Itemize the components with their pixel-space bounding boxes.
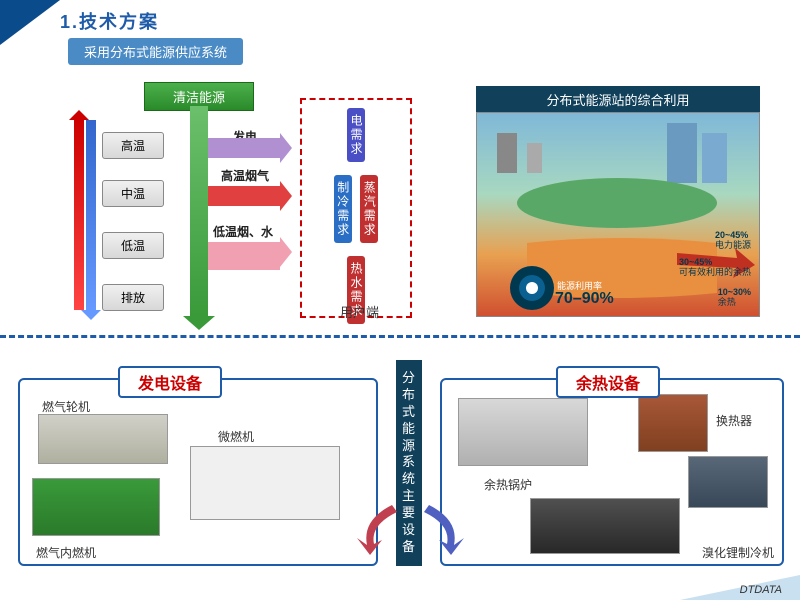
demand-electric: 电需求 bbox=[347, 108, 365, 162]
util-stat-value: 70–90% bbox=[555, 290, 614, 308]
equip-turbine-img bbox=[38, 414, 168, 464]
blue-down-arrow bbox=[86, 120, 96, 310]
arrow-electric bbox=[208, 138, 280, 158]
utilization-title: 分布式能源站的综合利用 bbox=[476, 86, 760, 113]
equip-boiler-lbl: 余热锅炉 bbox=[484, 476, 532, 493]
range0-lbl: 电力能源 bbox=[715, 240, 751, 250]
right-section-title: 余热设备 bbox=[556, 366, 660, 398]
equip-libr-lbl: 溴化锂制冷机 bbox=[702, 544, 774, 561]
range0-pct: 20~45% bbox=[715, 230, 748, 240]
stage-hightemp: 高温烟气 bbox=[220, 170, 270, 183]
range2-pct: 10~30% bbox=[718, 287, 751, 297]
equip-boiler-img bbox=[458, 398, 588, 466]
subtitle-badge: 采用分布式能源供应系统 bbox=[68, 38, 243, 65]
user-end-label: 用户端 bbox=[340, 302, 379, 321]
equip-hx-img bbox=[638, 394, 708, 452]
range1-lbl: 可有效利用的余热 bbox=[679, 267, 751, 277]
utilization-graphic: 能源利用率 70–90% 20~45%电力能源 30~45%可有效利用的余热 1… bbox=[476, 112, 760, 317]
section-divider bbox=[0, 335, 800, 338]
corner-decoration-tl bbox=[0, 0, 60, 45]
red-up-arrow bbox=[74, 120, 84, 310]
equip-hx-lbl: 换热器 bbox=[716, 412, 752, 429]
equip-cooler-img bbox=[688, 456, 768, 508]
demand-steam: 蒸汽需求 bbox=[360, 175, 378, 243]
demand-container: 电需求 制冷需求 蒸汽需求 热水需求 bbox=[300, 98, 412, 318]
temp-low: 低温 bbox=[102, 232, 164, 259]
equip-turbine-lbl: 燃气轮机 bbox=[42, 398, 90, 415]
range1-pct: 30~45% bbox=[679, 257, 712, 267]
stage-lowtemp: 低温烟、水 bbox=[212, 226, 274, 239]
demand-cooling: 制冷需求 bbox=[334, 175, 352, 243]
swoosh-right bbox=[414, 500, 469, 555]
equip-engine-img bbox=[32, 478, 160, 536]
range2-lbl: 余热 bbox=[718, 297, 736, 307]
green-down-arrow bbox=[190, 106, 208, 316]
equip-micro-lbl: 微燃机 bbox=[218, 428, 254, 445]
page-title: 1.技术方案 bbox=[60, 8, 159, 34]
temp-exhaust: 排放 bbox=[102, 284, 164, 311]
arrow-hotwater bbox=[208, 242, 280, 270]
left-section-title: 发电设备 bbox=[118, 366, 222, 398]
equip-libr-img bbox=[530, 498, 680, 554]
temp-high: 高温 bbox=[102, 132, 164, 159]
arrow-steam bbox=[208, 186, 280, 206]
swoosh-left bbox=[352, 500, 407, 555]
equip-engine-lbl: 燃气内燃机 bbox=[36, 544, 96, 561]
equip-micro-img bbox=[190, 446, 340, 520]
temp-mid: 中温 bbox=[102, 180, 164, 207]
footer-text: DTDATA bbox=[740, 584, 782, 596]
